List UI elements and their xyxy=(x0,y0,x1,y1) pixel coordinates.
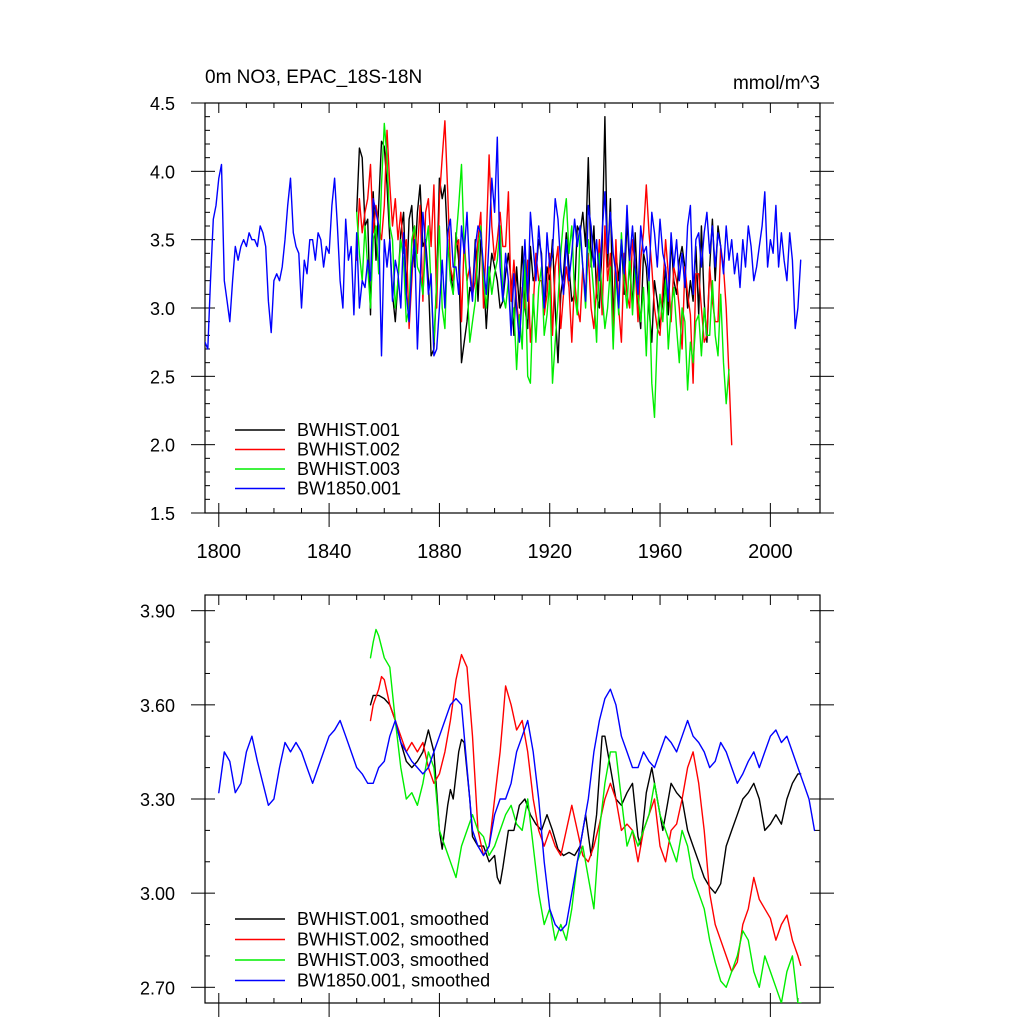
bottom-y-tick-label: 3.60 xyxy=(140,696,175,716)
top-series-line-3 xyxy=(356,122,730,418)
top-x-tick-label: 1920 xyxy=(527,541,572,563)
top-y-tick-label: 2.5 xyxy=(150,367,175,387)
units-label: mmol/m^3 xyxy=(733,73,820,94)
top-y-tick-label: 1.5 xyxy=(150,504,175,524)
top-y-tick-label: 4.5 xyxy=(150,94,175,114)
bottom-legend-label: BW1850.001, smoothed xyxy=(297,971,490,991)
bottom-series-line-4 xyxy=(218,688,816,932)
top-y-tick-label: 4.0 xyxy=(150,162,175,182)
top-x-tick-label: 1960 xyxy=(638,541,683,563)
bottom-y-tick-label: 3.30 xyxy=(140,790,175,810)
top-panel: 1800 1840 1880 1920 1960 2000 1.5 2.0 2.5 3.0 3.5 4… xyxy=(150,67,834,563)
chart-title: 0m NO3, EPAC_18S-18N xyxy=(205,67,422,88)
top-series-line-2 xyxy=(356,120,733,446)
bottom-y-tick-label: 3.00 xyxy=(140,884,175,904)
top-y-tick-label: 3.5 xyxy=(150,231,175,251)
top-legend-label: BW1850.001 xyxy=(297,479,401,499)
bottom-series-line-3 xyxy=(369,628,802,1003)
top-x-tick-label: 1880 xyxy=(417,541,462,563)
bottom-legend-label: BWHIST.003, smoothed xyxy=(297,950,489,970)
bottom-y-tick-label: 2.70 xyxy=(140,978,175,998)
bottom-panel: 2.70 3.00 3.30 3.60 3.90 BWHIST.001, smoothed… xyxy=(140,594,834,1017)
top-legend-label: BWHIST.002 xyxy=(297,440,400,460)
bottom-legend-label: BWHIST.002, smoothed xyxy=(297,930,489,950)
top-x-tick-label: 2000 xyxy=(748,541,793,563)
bottom-y-tick-label: 3.90 xyxy=(140,602,175,622)
bottom-legend-label: BWHIST.001, smoothed xyxy=(297,909,489,929)
top-legend-label: BWHIST.003 xyxy=(297,459,400,479)
top-y-tick-label: 2.0 xyxy=(150,436,175,456)
top-x-tick-label: 1840 xyxy=(307,541,352,563)
top-y-tick-label: 3.0 xyxy=(150,299,175,319)
top-legend-label: BWHIST.001 xyxy=(297,420,400,440)
top-series-line-4 xyxy=(205,136,802,357)
top-x-tick-label: 1800 xyxy=(197,541,242,563)
